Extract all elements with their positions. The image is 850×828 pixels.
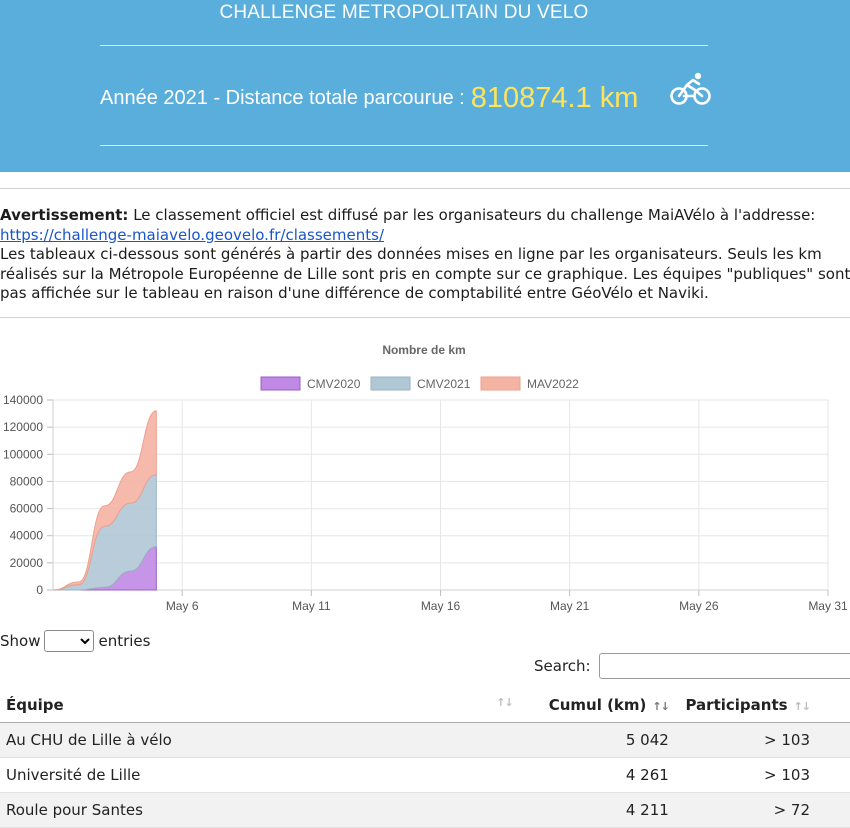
table-row[interactable]: Au CHU de Lille à vélo 5 042 > 103 xyxy=(0,722,850,758)
y-tick-label: 120000 xyxy=(3,420,43,434)
legend-swatch xyxy=(260,376,301,391)
legend-swatch xyxy=(370,376,411,391)
chart-title: Nombre de km xyxy=(382,343,465,357)
team-name: Au CHU de Lille à vélo xyxy=(0,722,519,758)
notice-text: Les tableaux ci-dessous sont générés à p… xyxy=(0,245,822,263)
participants: > 103 xyxy=(674,722,850,758)
notice-text: réalisés sur la Métropole Européenne de … xyxy=(0,264,850,283)
page-header: CHALLENGE METROPOLITAIN DU VELO Année 20… xyxy=(0,0,850,172)
warning-notice: Avertissement: Le classement officiel es… xyxy=(0,206,850,304)
header-divider xyxy=(100,145,708,146)
notice-text: pas affichée sur le tableau en raison d'… xyxy=(0,284,709,302)
entries-control: Show entries xyxy=(0,629,150,653)
team-name: Université de Lille xyxy=(0,757,519,793)
legend-label: MAV2022 xyxy=(527,377,579,391)
column-header-participants[interactable]: Participants ↑↓ xyxy=(674,688,850,723)
y-tick-label: 100000 xyxy=(3,447,43,461)
table-row[interactable]: Roule pour Santes 4 211 > 72 xyxy=(0,792,850,828)
entries-select[interactable] xyxy=(44,630,95,652)
ranking-table: Équipe ↑↓ Cumul (km) ↑↓ Participants ↑↓ Au … xyxy=(0,688,850,828)
column-label: Participants xyxy=(685,695,788,714)
cumul-km: 4 261 xyxy=(518,757,675,793)
participants: > 72 xyxy=(674,792,850,828)
participants: > 103 xyxy=(674,757,850,793)
x-tick-label: May 16 xyxy=(421,599,461,613)
bicycle-icon xyxy=(670,72,711,105)
search-label: Search: xyxy=(534,657,591,675)
notice-text: Le classement officiel est diffusé par l… xyxy=(133,206,816,224)
cumul-km: 4 211 xyxy=(518,792,675,828)
cumul-km: 5 042 xyxy=(518,722,675,758)
warning-label: Avertissement: xyxy=(0,206,129,224)
y-tick-label: 140000 xyxy=(3,393,43,407)
area-series-mav2022 xyxy=(52,410,157,591)
y-tick-label: 0 xyxy=(36,583,43,597)
sort-icon: ↑↓ xyxy=(496,695,513,709)
sort-icon: ↑↓ xyxy=(652,699,669,713)
search-input[interactable] xyxy=(598,653,850,679)
column-label: Cumul (km) xyxy=(548,695,647,714)
y-tick-label: 40000 xyxy=(10,529,44,543)
y-tick-label: 20000 xyxy=(10,556,44,570)
x-tick-label: May 6 xyxy=(166,599,199,613)
column-header-equipe[interactable]: Équipe ↑↓ xyxy=(0,688,519,723)
search-control: Search: xyxy=(534,653,850,679)
divider xyxy=(0,188,850,189)
column-header-cumul[interactable]: Cumul (km) ↑↓ xyxy=(518,688,675,723)
legend-swatch xyxy=(480,376,521,391)
km-chart: Nombre de km CMV2020 CMV2021 MAV2022 0 20000 4… xyxy=(3,343,848,613)
x-tick-label: May 31 xyxy=(808,599,848,613)
show-label: Show xyxy=(0,632,41,650)
column-label: Équipe xyxy=(6,695,64,714)
legend-label: CMV2020 xyxy=(307,377,361,391)
entries-label: entries xyxy=(98,632,151,650)
page-title: CHALLENGE METROPOLITAIN DU VELO xyxy=(219,2,589,23)
total-distance: Année 2021 - Distance totale parcourue :… xyxy=(100,78,638,118)
divider xyxy=(0,317,850,318)
x-tick-label: May 11 xyxy=(292,599,331,613)
table-header-row: Équipe ↑↓ Cumul (km) ↑↓ Participants ↑↓ xyxy=(0,688,850,723)
sort-icon: ↑↓ xyxy=(793,699,811,713)
team-name: Roule pour Santes xyxy=(0,792,519,828)
total-distance-value: 810874.1 km xyxy=(470,81,639,114)
table-row[interactable]: Université de Lille 4 261 > 103 xyxy=(0,757,850,793)
x-tick-label: May 21 xyxy=(550,599,590,613)
header-divider xyxy=(100,45,708,46)
legend-label: CMV2021 xyxy=(417,377,471,391)
y-tick-label: 80000 xyxy=(10,474,44,488)
y-tick-label: 60000 xyxy=(10,502,44,516)
classement-link[interactable]: https://challenge-maiavelo.geovelo.fr/cl… xyxy=(0,225,385,244)
year-label: Année 2021 - Distance totale parcourue : xyxy=(100,86,465,109)
x-tick-label: May 26 xyxy=(679,599,719,613)
